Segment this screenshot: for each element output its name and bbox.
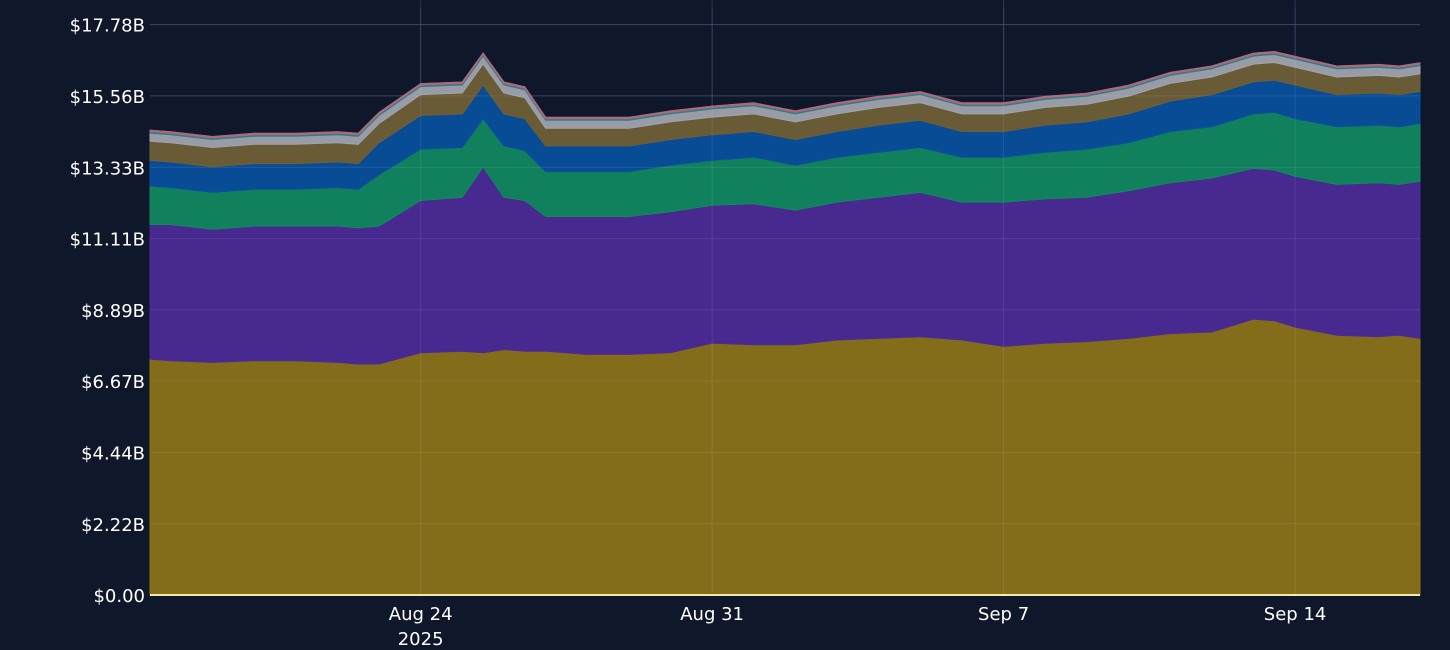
y-tick-label: $15.56B	[70, 87, 145, 108]
x-tick-label: Sep 7	[978, 604, 1029, 625]
y-tick-label: $11.11B	[70, 230, 145, 251]
x-axis-tick-labels: Aug 24 2025 Aug 31 Sep 7 Sep 14	[389, 604, 1327, 650]
x-tick-label: Aug 24	[389, 604, 453, 625]
y-tick-label: $4.44B	[81, 444, 145, 465]
area-series-group	[149, 8, 1421, 596]
y-axis-tick-labels: $0.00 $2.22B $4.44B $6.67B $8.89B $11.11B $13.…	[70, 16, 145, 607]
y-tick-label: $13.33B	[70, 158, 145, 179]
x-tick-label: Sep 14	[1264, 604, 1327, 625]
y-tick-label: $6.67B	[81, 372, 145, 393]
y-tick-label: $17.78B	[70, 16, 145, 37]
area-series-8-edge	[149, 50, 1421, 138]
x-tick-label: Aug 31	[680, 604, 744, 625]
y-tick-label: $0.00	[93, 586, 145, 607]
x-tick-sublabel: 2025	[398, 629, 444, 650]
y-tick-label: $8.89B	[81, 301, 145, 322]
y-tick-label: $2.22B	[81, 515, 145, 536]
